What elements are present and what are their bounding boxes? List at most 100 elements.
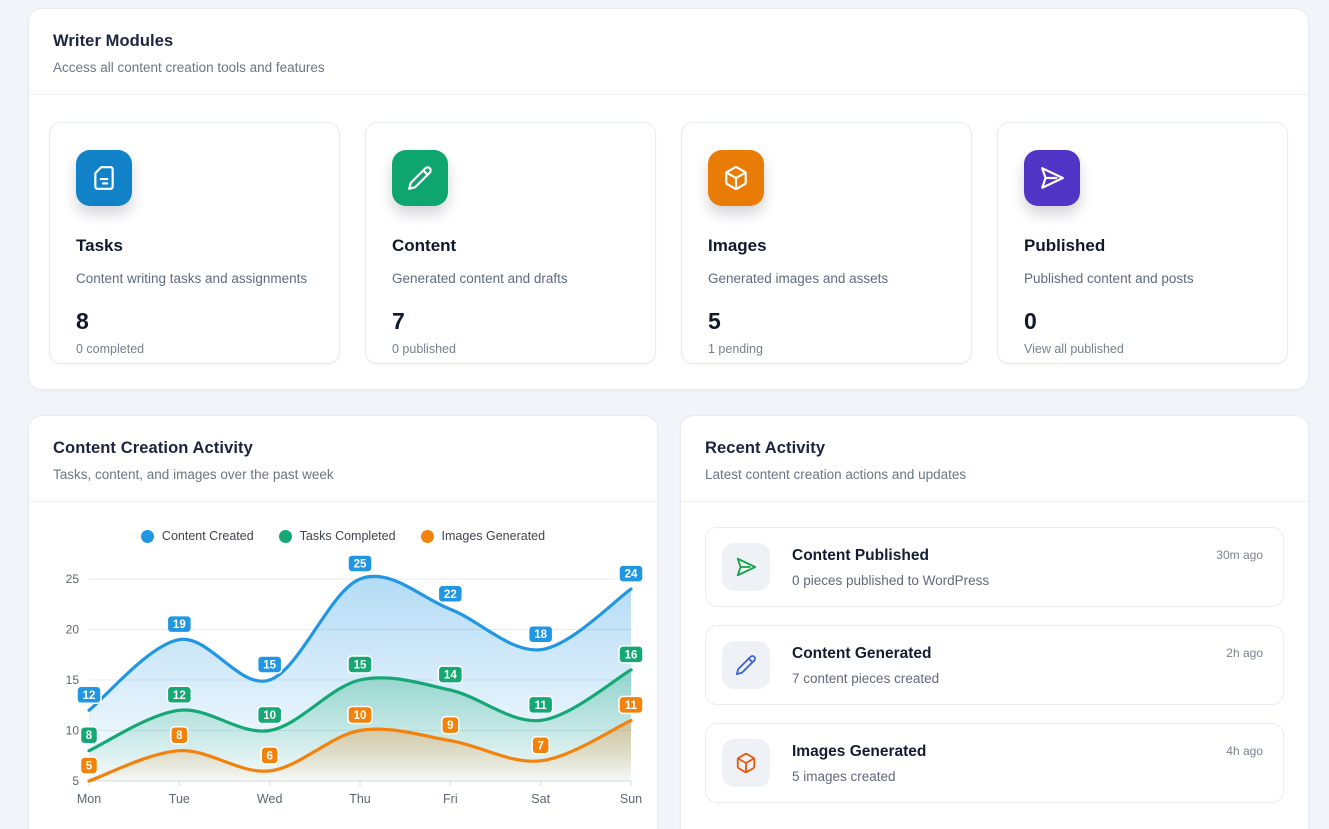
series-line: [87, 718, 633, 783]
data-label-badge: [347, 655, 373, 674]
data-label-value: 25: [354, 559, 367, 571]
activity-description: 0 pieces published to WordPress: [792, 572, 990, 588]
data-label-badge: [618, 564, 644, 583]
legend-entry[interactable]: Content Created: [140, 529, 254, 543]
activity-description: 7 content pieces created: [792, 670, 940, 686]
data-label-value: 7: [537, 740, 543, 752]
module-title: Published: [1024, 236, 1106, 255]
activity-description: 5 images created: [792, 768, 896, 784]
module-title: Images: [708, 236, 767, 255]
activity-item-content-generated[interactable]: Content Generated 7 content pieces creat…: [705, 625, 1284, 705]
legend-dot-icon: [420, 529, 434, 543]
writer-modules-title: Writer Modules: [53, 32, 174, 50]
legend-label: Tasks Completed: [299, 529, 396, 543]
recent-activity-panel: Recent Activity Latest content creation …: [680, 415, 1309, 829]
x-axis-tick-label: Fri: [443, 792, 458, 806]
x-axis-tick-label: Mon: [77, 792, 101, 806]
x-axis-tick-label: Sun: [620, 792, 642, 806]
data-label-badge: [441, 715, 460, 735]
data-label-value: 18: [534, 629, 547, 641]
activity-text: Content Published 0 pieces published to …: [792, 547, 1194, 588]
activity-timestamp: 4h ago: [1226, 744, 1263, 758]
data-label-badge: [256, 705, 283, 725]
activity-item-content-published[interactable]: Content Published 0 pieces published to …: [705, 527, 1284, 607]
legend-dot-icon: [278, 529, 292, 543]
data-label-badge: [166, 685, 193, 705]
activity-text: Content Generated 7 content pieces creat…: [792, 645, 1204, 686]
legend-entry[interactable]: Images Generated: [420, 529, 545, 543]
chart-legend: Content Created Tasks Completed Images Gen…: [29, 529, 657, 543]
recent-activity-header: Recent Activity Latest content creation …: [681, 416, 1308, 502]
data-label-value: 14: [444, 670, 457, 682]
data-label-value: 6: [266, 750, 272, 762]
legend-entry[interactable]: Tasks Completed: [278, 529, 396, 543]
chart-panel-title: Content Creation Activity: [53, 439, 253, 457]
data-label-badge: [347, 554, 373, 573]
data-label-value: 12: [83, 690, 96, 702]
modules-grid: Tasks Content writing tasks and assignme…: [29, 95, 1308, 390]
data-label-badge: [437, 665, 464, 684]
data-label-badge: [79, 756, 99, 775]
data-label-value: 10: [263, 710, 276, 722]
data-label-badge: [618, 645, 644, 664]
chart-panel-header: Content Creation Activity Tasks, content…: [29, 416, 657, 502]
module-card-images[interactable]: Images Generated images and assets 5 1 p…: [681, 122, 972, 364]
y-axis-tick-label: 20: [66, 623, 80, 637]
module-card-content[interactable]: Content Generated content and drafts 7 0…: [365, 122, 656, 364]
data-label-badge: [347, 705, 373, 725]
data-label-badge: [256, 655, 283, 674]
module-description: Published content and posts: [1024, 271, 1194, 286]
module-substat: 1 pending: [708, 342, 763, 356]
y-axis-tick-label: 5: [72, 774, 79, 788]
x-axis-tick-label: Sat: [531, 792, 550, 806]
y-axis-tick-label: 25: [66, 572, 80, 586]
data-label-badge: [527, 624, 554, 644]
data-label-value: 16: [625, 649, 638, 661]
module-substat: View all published: [1024, 342, 1124, 356]
content-creation-activity-panel: Content Creation Activity Tasks, content…: [28, 415, 658, 829]
module-count: 8: [76, 308, 89, 334]
data-label-value: 24: [625, 569, 638, 581]
recent-activity-title: Recent Activity: [705, 439, 826, 457]
module-description: Generated images and assets: [708, 271, 889, 286]
module-count: 5: [708, 308, 721, 334]
y-axis-tick-label: 10: [66, 724, 80, 738]
module-title: Content: [392, 236, 457, 255]
activity-item-images-generated[interactable]: Images Generated 5 images created 4h ago: [705, 723, 1284, 803]
box-icon: [708, 150, 764, 206]
data-label-value: 19: [173, 619, 186, 631]
writer-modules-header: Writer Modules Access all content creati…: [29, 9, 1308, 95]
module-substat: 0 completed: [76, 342, 145, 356]
data-label-value: 11: [535, 700, 548, 712]
y-axis-tick-label: 15: [66, 673, 80, 687]
chart-panel-subtitle: Tasks, content, and images over the past…: [53, 467, 334, 482]
data-label-value: 9: [447, 720, 453, 732]
recent-activity-subtitle: Latest content creation actions and upda…: [705, 467, 967, 482]
data-label-badge: [527, 695, 554, 715]
data-label-badge: [79, 725, 99, 745]
pencil-icon: [722, 641, 770, 689]
data-label-value: 8: [176, 730, 183, 742]
module-card-tasks[interactable]: Tasks Content writing tasks and assignme…: [49, 122, 340, 364]
module-card-published[interactable]: Published Published content and posts 0 …: [997, 122, 1288, 364]
data-label-badge: [437, 584, 464, 604]
data-label-value: 22: [444, 589, 457, 601]
module-description: Content writing tasks and assignments: [76, 271, 308, 286]
activity-list: Content Published 0 pieces published to …: [681, 502, 1308, 829]
writer-modules-subtitle: Access all content creation tools and fe…: [53, 60, 325, 75]
activity-timestamp: 30m ago: [1216, 548, 1263, 562]
legend-dot-icon: [140, 529, 154, 543]
data-label-badge: [170, 725, 189, 745]
activity-text: Images Generated 5 images created: [792, 743, 1204, 784]
activity-title: Images Generated: [792, 742, 927, 760]
data-label-badge: [531, 736, 550, 755]
module-title: Tasks: [76, 236, 123, 255]
x-axis-tick-label: Thu: [349, 792, 371, 806]
data-label-badge: [260, 746, 279, 765]
legend-label: Content Created: [161, 529, 254, 543]
box-icon: [722, 739, 770, 787]
activity-line-chart: 5 10 15 20 25 Mon Tue Wed Thu Fri Sat Sun 12 19 15 25 22…: [66, 554, 644, 806]
data-label-value: 15: [354, 660, 367, 672]
series-line: [87, 574, 633, 712]
